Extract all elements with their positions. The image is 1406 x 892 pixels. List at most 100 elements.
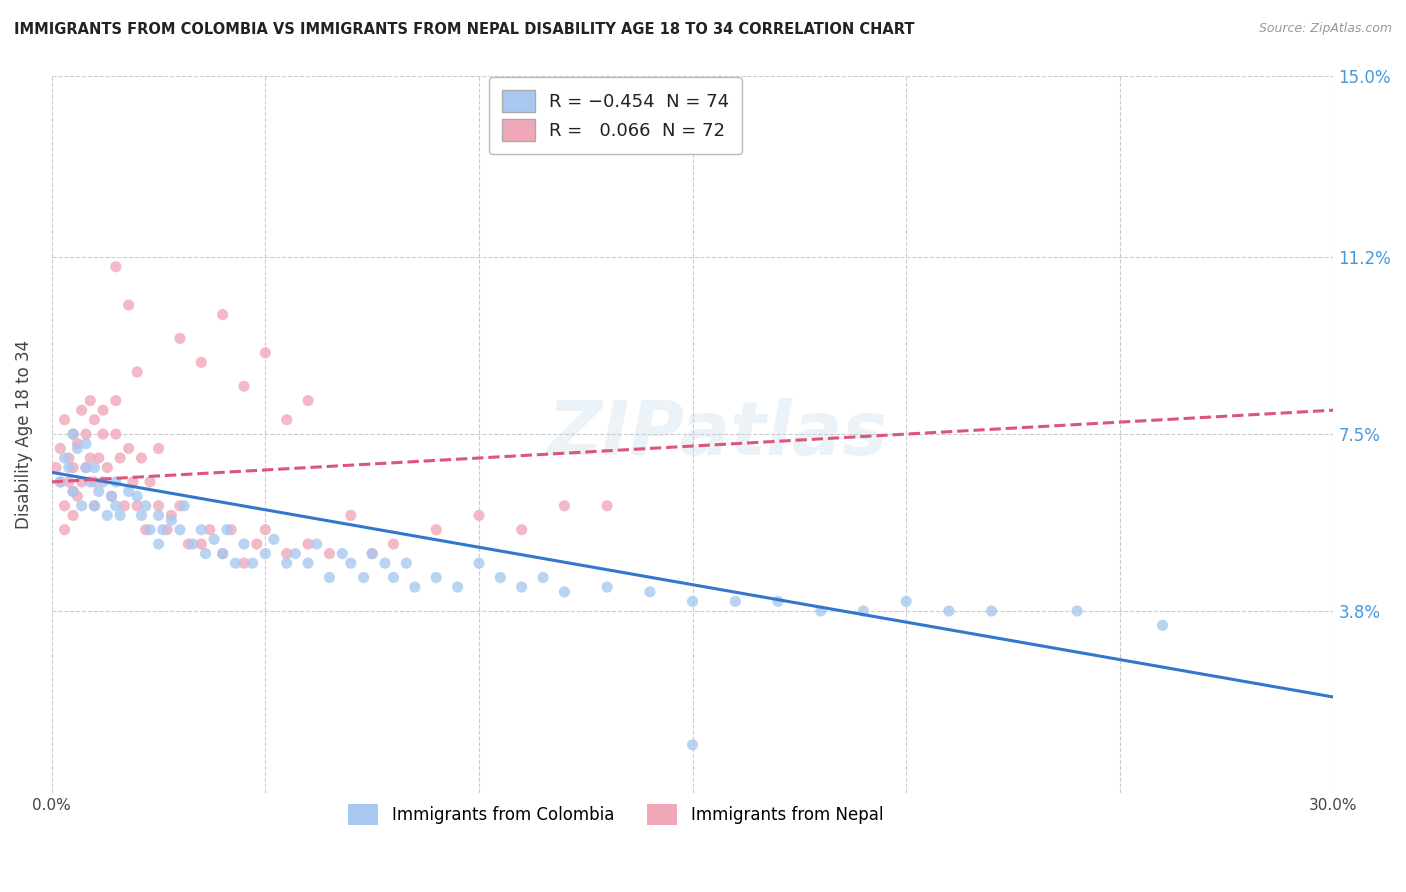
Point xyxy=(305,537,328,551)
Point xyxy=(49,442,72,456)
Point xyxy=(224,556,246,570)
Point xyxy=(254,346,277,360)
Point xyxy=(190,355,212,369)
Point xyxy=(766,594,789,608)
Point xyxy=(83,499,105,513)
Point xyxy=(96,508,118,523)
Point xyxy=(531,570,554,584)
Point xyxy=(122,475,145,489)
Point xyxy=(233,379,256,393)
Point xyxy=(190,523,212,537)
Point xyxy=(83,413,105,427)
Point xyxy=(896,594,918,608)
Point xyxy=(382,537,405,551)
Point xyxy=(66,489,89,503)
Point xyxy=(254,523,277,537)
Point xyxy=(117,484,139,499)
Point xyxy=(724,594,747,608)
Point xyxy=(91,427,114,442)
Point xyxy=(173,499,195,513)
Point xyxy=(79,450,101,465)
Point xyxy=(297,393,319,408)
Point xyxy=(58,475,80,489)
Point xyxy=(75,460,97,475)
Point xyxy=(596,580,619,594)
Point xyxy=(361,547,384,561)
Point xyxy=(148,508,170,523)
Point xyxy=(211,547,233,561)
Y-axis label: Disability Age 18 to 34: Disability Age 18 to 34 xyxy=(15,340,32,529)
Point xyxy=(395,556,418,570)
Text: ZIPatlas: ZIPatlas xyxy=(548,398,889,471)
Point xyxy=(70,475,93,489)
Point xyxy=(404,580,426,594)
Point xyxy=(211,308,233,322)
Point xyxy=(79,475,101,489)
Point xyxy=(553,499,575,513)
Point xyxy=(79,393,101,408)
Point xyxy=(468,508,491,523)
Point xyxy=(87,484,110,499)
Point xyxy=(425,570,447,584)
Point xyxy=(1152,618,1174,632)
Point xyxy=(852,604,875,618)
Point xyxy=(100,489,122,503)
Point xyxy=(1066,604,1088,618)
Point xyxy=(596,499,619,513)
Point xyxy=(468,556,491,570)
Point xyxy=(190,537,212,551)
Point xyxy=(382,570,405,584)
Point xyxy=(62,427,84,442)
Point xyxy=(83,460,105,475)
Point xyxy=(156,523,179,537)
Point xyxy=(682,738,704,752)
Point xyxy=(353,570,375,584)
Point xyxy=(104,260,127,274)
Point xyxy=(75,436,97,450)
Point xyxy=(202,533,225,547)
Point xyxy=(284,547,307,561)
Point xyxy=(135,499,157,513)
Point xyxy=(152,523,174,537)
Point xyxy=(194,547,217,561)
Point xyxy=(104,393,127,408)
Point xyxy=(117,442,139,456)
Point xyxy=(181,537,204,551)
Point xyxy=(425,523,447,537)
Point xyxy=(318,547,340,561)
Point xyxy=(117,298,139,312)
Point xyxy=(198,523,221,537)
Point xyxy=(83,499,105,513)
Point xyxy=(127,365,149,379)
Point xyxy=(58,460,80,475)
Point xyxy=(58,450,80,465)
Point xyxy=(340,508,363,523)
Point xyxy=(62,427,84,442)
Point xyxy=(66,436,89,450)
Point xyxy=(219,523,242,537)
Point xyxy=(340,556,363,570)
Point xyxy=(938,604,960,618)
Point xyxy=(215,523,238,537)
Point xyxy=(135,523,157,537)
Point xyxy=(330,547,353,561)
Point xyxy=(104,475,127,489)
Point xyxy=(276,556,298,570)
Point xyxy=(96,460,118,475)
Point xyxy=(374,556,396,570)
Point xyxy=(160,508,183,523)
Text: IMMIGRANTS FROM COLOMBIA VS IMMIGRANTS FROM NEPAL DISABILITY AGE 18 TO 34 CORREL: IMMIGRANTS FROM COLOMBIA VS IMMIGRANTS F… xyxy=(14,22,914,37)
Point xyxy=(638,585,661,599)
Point xyxy=(263,533,285,547)
Point xyxy=(75,427,97,442)
Point xyxy=(169,523,191,537)
Point xyxy=(211,547,233,561)
Point xyxy=(62,484,84,499)
Point xyxy=(62,508,84,523)
Point xyxy=(489,570,512,584)
Point xyxy=(169,499,191,513)
Point xyxy=(62,484,84,499)
Point xyxy=(53,499,76,513)
Point xyxy=(682,594,704,608)
Point xyxy=(233,556,256,570)
